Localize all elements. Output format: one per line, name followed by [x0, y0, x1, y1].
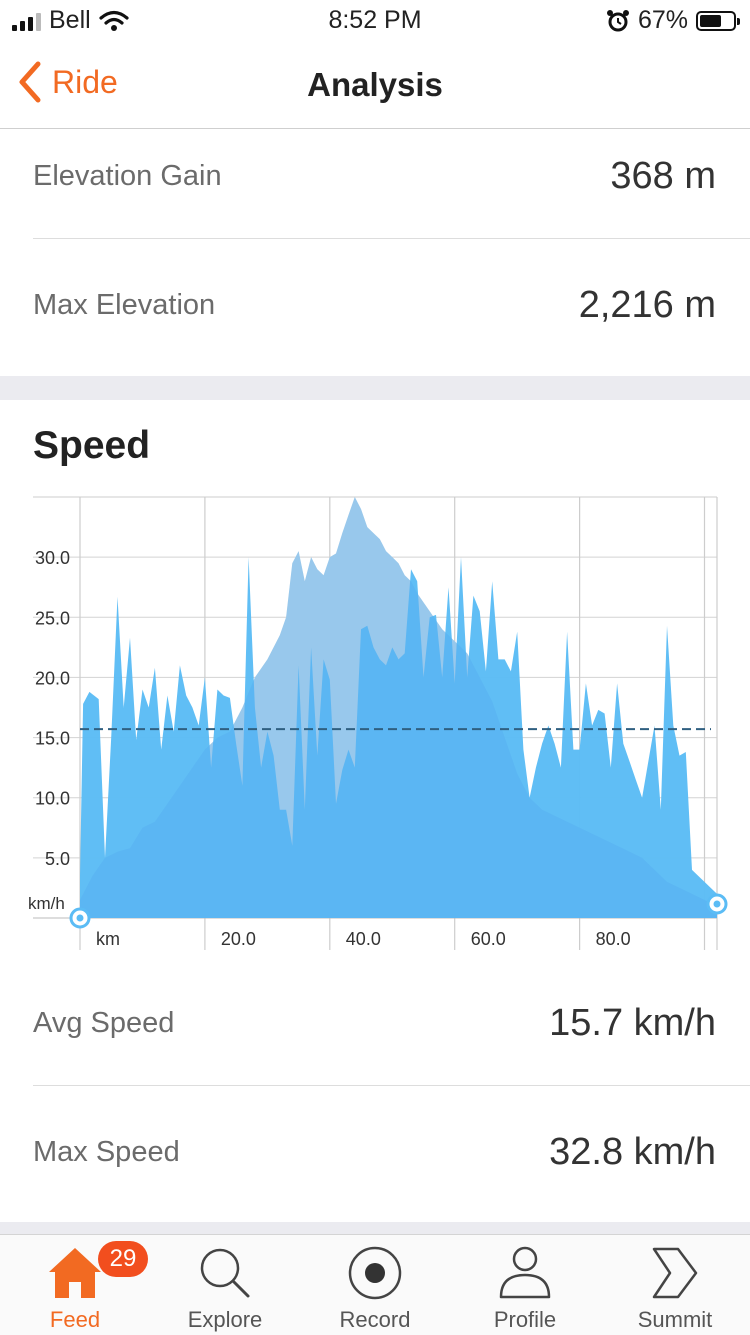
max-elevation-row: Max Elevation 2,216 m — [33, 250, 750, 360]
x-tick-label: 20.0 — [221, 929, 256, 949]
x-tick-label: 60.0 — [471, 929, 506, 949]
avg-speed-row: Avg Speed 15.7 km/h — [33, 968, 750, 1078]
max-speed-row: Max Speed 32.8 km/h — [33, 1097, 750, 1207]
tab-label: Profile — [493, 1307, 557, 1332]
avg-speed-value: 15.7 km/h — [549, 1001, 716, 1044]
tab-summit[interactable]: Summit — [600, 1235, 750, 1335]
avg-speed-label: Avg Speed — [33, 1006, 175, 1039]
y-tick-label: 15.0 — [35, 729, 70, 749]
tab-profile[interactable]: Profile — [450, 1235, 600, 1335]
signal-icon — [12, 11, 41, 31]
y-tick-label: 20.0 — [35, 668, 70, 688]
elevation-gain-value: 368 m — [610, 154, 716, 197]
tab-record[interactable]: Record — [300, 1235, 450, 1335]
range-handle-dot — [713, 900, 721, 908]
x-axis-unit-label: km — [96, 929, 120, 949]
speed-section-title: Speed — [33, 424, 151, 467]
y-tick-label: 30.0 — [35, 548, 70, 568]
alarm-icon — [606, 9, 629, 31]
divider — [33, 1085, 750, 1086]
back-label: Ride — [52, 63, 118, 100]
max-speed-label: Max Speed — [33, 1135, 180, 1168]
speed-chart[interactable]: 5.0 10.0 15.0 20.0 25.0 30.0 km/h km 20.0 40.0 60.… — [0, 480, 750, 955]
page-title: Analysis — [307, 66, 443, 103]
max-elevation-value: 2,216 m — [578, 283, 716, 326]
tab-label: Record — [339, 1307, 411, 1332]
tab-label: Feed — [49, 1307, 101, 1332]
max-speed-value: 32.8 km/h — [549, 1130, 716, 1173]
home-icon — [47, 1243, 103, 1303]
tab-bar: 29 Feed Explore Record Profile — [0, 1234, 750, 1335]
section-separator — [0, 376, 750, 400]
divider — [33, 238, 750, 239]
back-button[interactable]: Ride — [16, 60, 118, 104]
y-tick-label: 25.0 — [35, 608, 70, 628]
nav-bar: Ride Analysis — [0, 42, 750, 129]
range-handle-dot — [76, 914, 84, 922]
tab-label: Summit — [637, 1307, 713, 1332]
y-tick-label: 5.0 — [45, 849, 70, 869]
elevation-gain-row: Elevation Gain 368 m — [33, 121, 750, 231]
elevation-overlay-area — [80, 497, 717, 918]
y-tick-label: 10.0 — [35, 789, 70, 809]
section-separator — [0, 1222, 750, 1234]
record-icon — [347, 1243, 403, 1303]
max-elevation-label: Max Elevation — [33, 288, 216, 321]
battery-icon — [696, 10, 740, 31]
x-tick-label: 40.0 — [346, 929, 381, 949]
status-time: 8:52 PM — [328, 6, 422, 34]
elevation-gain-label: Elevation Gain — [33, 159, 222, 192]
x-tick-label: 80.0 — [596, 929, 631, 949]
carrier-label: Bell — [49, 6, 91, 34]
y-axis-unit-label: km/h — [28, 894, 65, 913]
wifi-icon — [99, 10, 129, 31]
tab-explore[interactable]: Explore — [150, 1235, 300, 1335]
chevron-left-icon — [19, 61, 41, 103]
search-icon — [198, 1243, 252, 1303]
carrier: Bell — [12, 6, 129, 35]
notification-badge: 29 — [98, 1241, 148, 1277]
battery-percent: 67% — [637, 6, 688, 34]
summit-icon — [650, 1243, 700, 1303]
tab-label: Explore — [187, 1307, 263, 1332]
tab-feed[interactable]: 29 Feed — [0, 1235, 150, 1335]
status-bar: Bell 8:52 PM 67% — [0, 0, 750, 40]
profile-icon — [497, 1243, 553, 1303]
